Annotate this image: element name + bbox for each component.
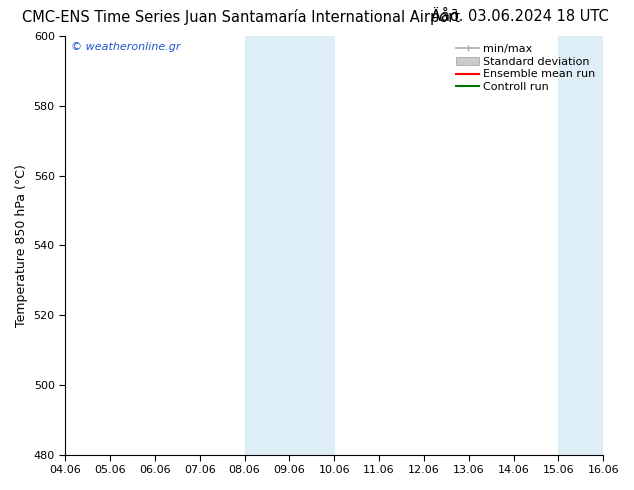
Text: © weatheronline.gr: © weatheronline.gr [70, 43, 180, 52]
Text: Äåõ. 03.06.2024 18 UTC: Äåõ. 03.06.2024 18 UTC [431, 9, 609, 24]
Text: CMC-ENS Time Series Juan Santamaría International Airport: CMC-ENS Time Series Juan Santamaría Inte… [22, 9, 460, 25]
Bar [245, 36, 334, 455]
Y-axis label: Temperature 850 hPa (°C): Temperature 850 hPa (°C) [15, 164, 28, 327]
Legend: min/max, Standard deviation, Ensemble mean run, Controll run: min/max, Standard deviation, Ensemble me… [455, 42, 598, 95]
Bar [559, 36, 603, 455]
